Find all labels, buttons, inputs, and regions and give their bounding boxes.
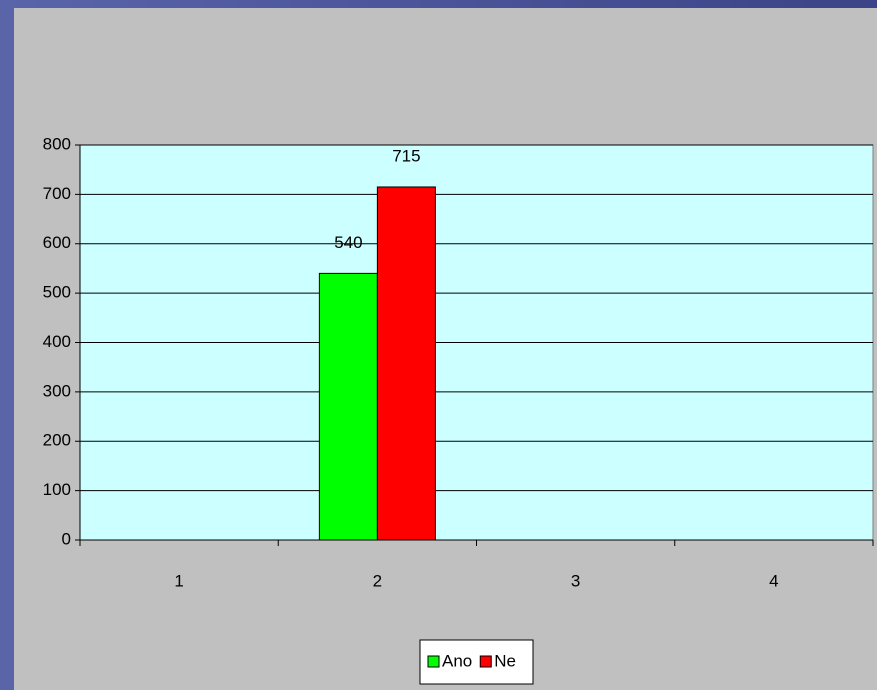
y-tick-label: 400 [43,332,71,351]
x-tick-label: 4 [769,571,778,590]
x-tick-label: 1 [174,571,183,590]
y-tick-label: 300 [43,381,71,400]
legend [419,639,534,685]
data-label: 715 [392,146,420,165]
legend-swatch [479,655,492,668]
y-tick-label: 500 [43,283,71,302]
legend-label: Ne [494,651,516,670]
legend-swatch [427,655,440,668]
bar [318,272,378,541]
y-tick-label: 200 [43,431,71,450]
y-tick-label: 800 [43,134,71,153]
y-tick-label: 0 [62,529,71,548]
x-tick-label: 3 [571,571,580,590]
legend-label: Ano [442,651,472,670]
y-tick-label: 100 [43,480,71,499]
x-tick-label: 2 [373,571,382,590]
data-label: 540 [334,233,362,252]
y-tick-label: 600 [43,233,71,252]
bar [376,186,436,541]
y-tick-label: 700 [43,184,71,203]
